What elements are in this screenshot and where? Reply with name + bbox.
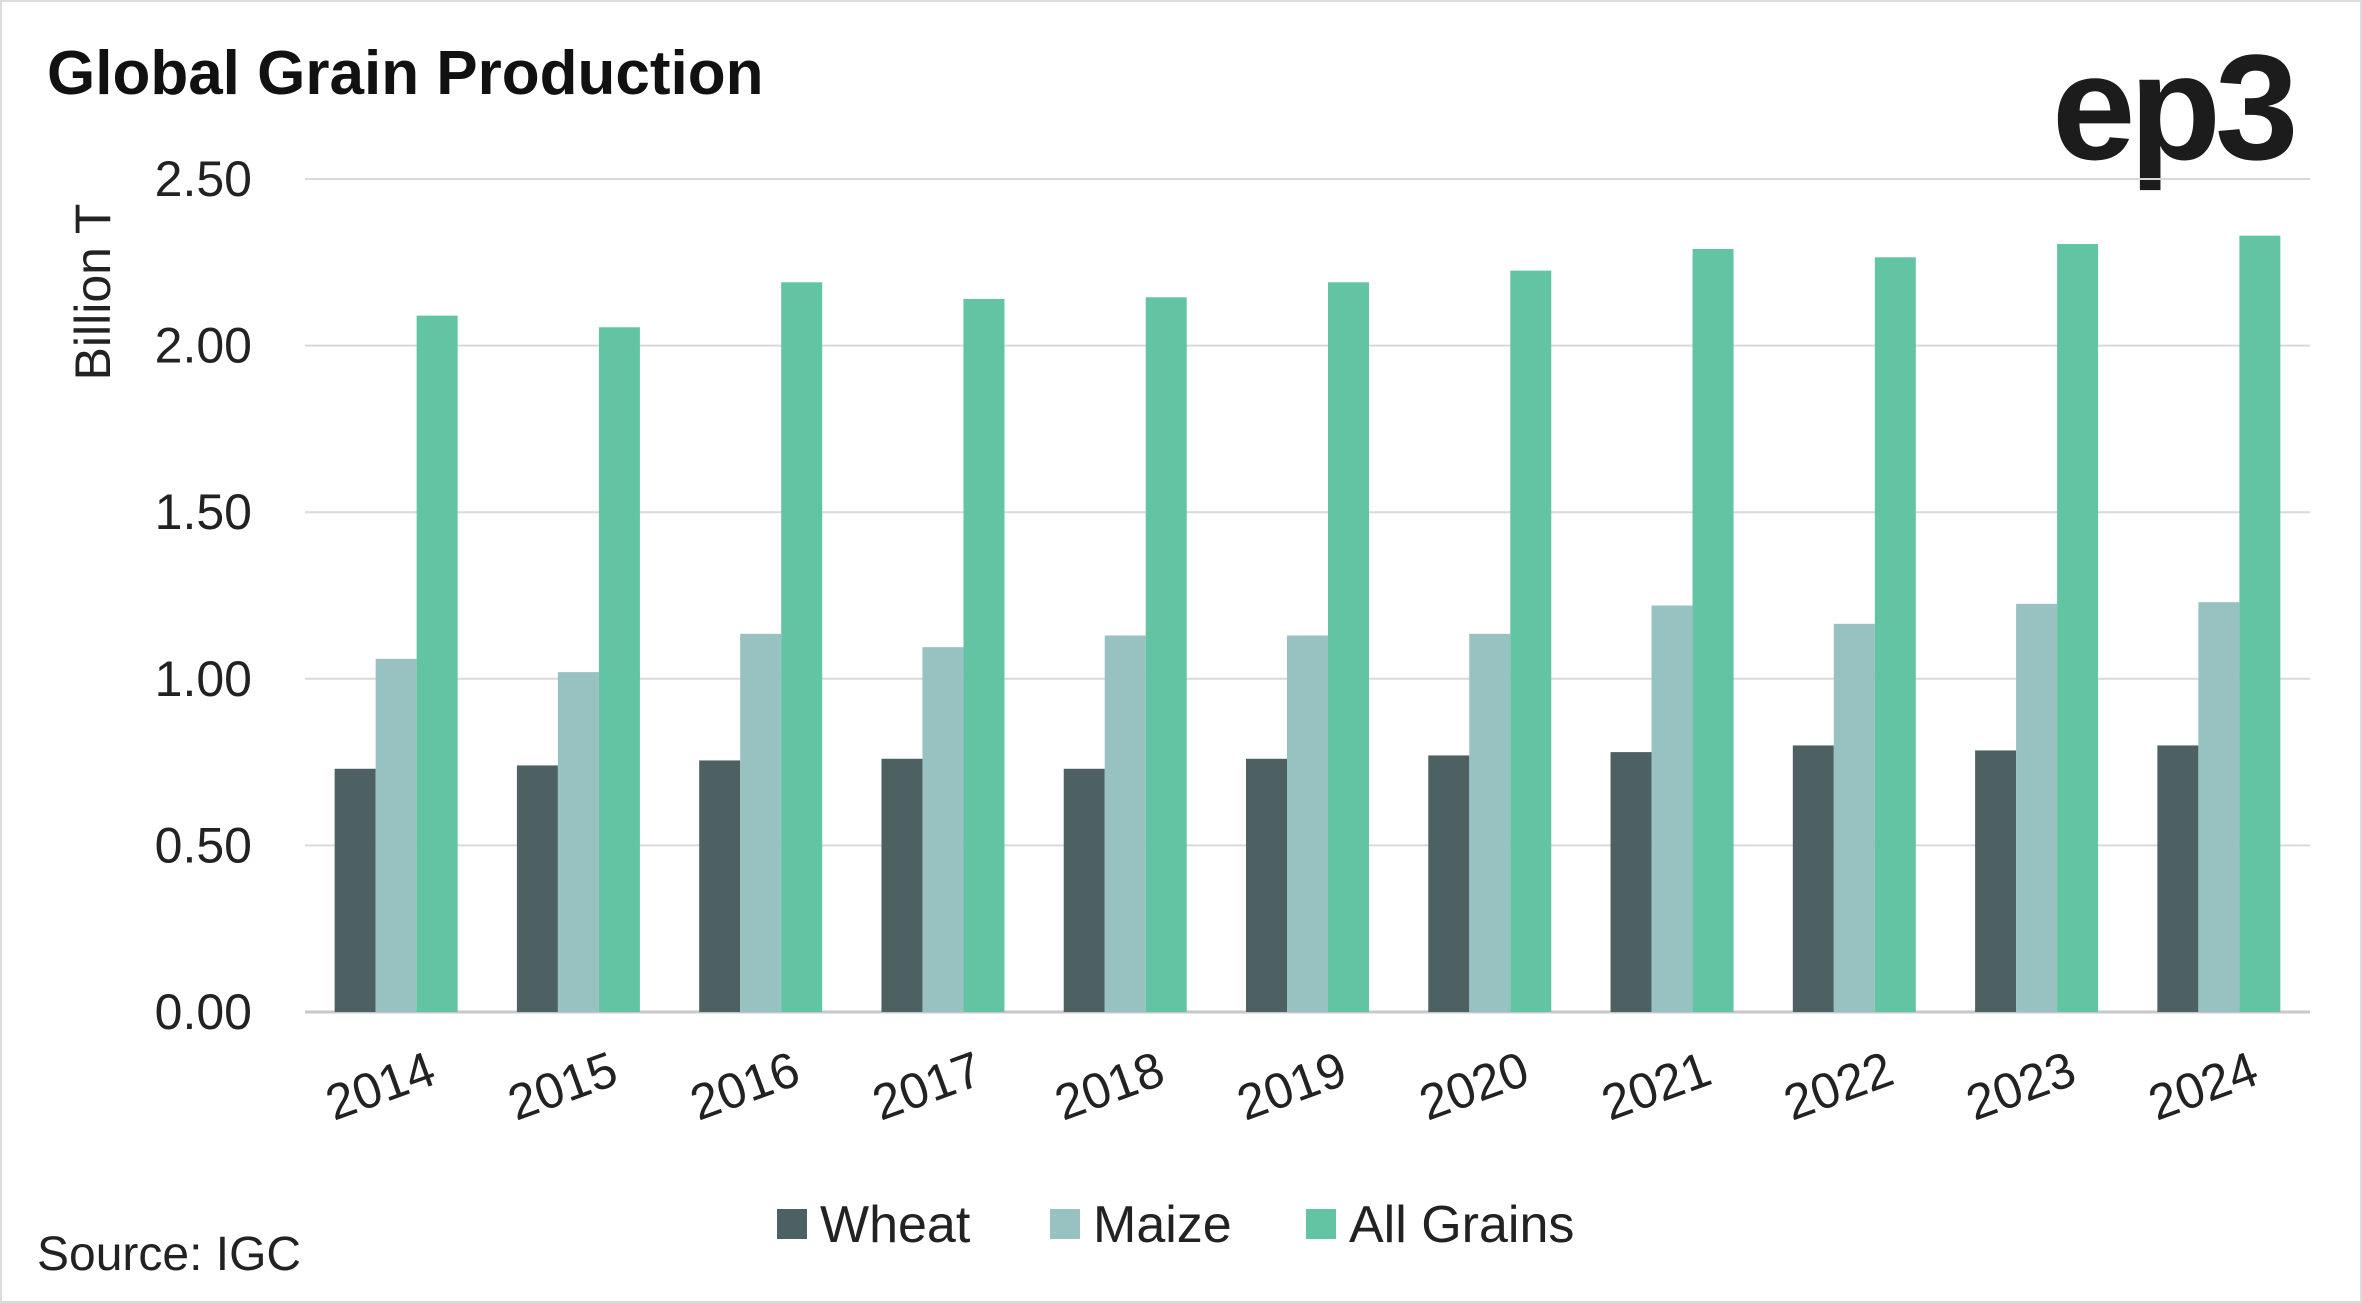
legend-label-maize: Maize	[1093, 1196, 1232, 1254]
bar-wheat-2016	[699, 760, 741, 1012]
brand-logo: ep3	[2052, 23, 2298, 191]
x-tick-label: 2014	[318, 1041, 442, 1132]
bar-maize-2014	[375, 658, 417, 1012]
x-tick-label: 2018	[1048, 1041, 1172, 1132]
bar-wheat-2018	[1063, 768, 1105, 1012]
bar-wheat-2019	[1246, 758, 1287, 1012]
y-tick-label: 2.00	[155, 318, 252, 374]
y-axis-label: Billion T	[65, 204, 121, 381]
bar-maize-2015	[557, 672, 599, 1012]
bar-wheat-2024	[2157, 745, 2199, 1012]
x-tick-label: 2016	[683, 1041, 807, 1132]
bar-maize-2019	[1287, 635, 1328, 1012]
x-tick-label: 2021	[1594, 1041, 1718, 1132]
x-axis-ticks: 2014 2015 2016 2017 2018 2019 2020 2021 2022 2023…	[318, 1041, 2264, 1132]
bar-all-grains-2018	[1145, 297, 1187, 1012]
bar-wheat-2015	[516, 765, 558, 1012]
bar-maize-2023	[2016, 603, 2058, 1012]
y-axis-ticks: 0.00 0.50 1.00 1.50 2.00 2.50	[155, 151, 252, 1040]
x-tick-label: 2017	[865, 1041, 989, 1132]
bar-all-grains-2021	[1692, 248, 1734, 1013]
y-tick-label: 1.50	[155, 484, 252, 540]
chart-title: Global Grain Production	[47, 39, 764, 108]
bar-wheat-2017	[881, 758, 923, 1012]
x-tick-label: 2023	[1959, 1041, 2083, 1132]
bar-maize-2017	[922, 647, 964, 1012]
bar-all-grains-2015	[598, 327, 640, 1012]
bar-all-grains-2014	[416, 315, 458, 1012]
bar-all-grains-2024	[2239, 235, 2281, 1013]
bar-all-grains-2016	[781, 282, 823, 1012]
bar-wheat-2020	[1428, 755, 1470, 1012]
bar-wheat-2022	[1792, 745, 1834, 1012]
bar-all-grains-2020	[1510, 270, 1552, 1012]
bar-all-grains-2017	[963, 298, 1005, 1012]
y-tick-label: 0.50	[155, 817, 252, 873]
bar-wheat-2014	[334, 768, 376, 1012]
bars	[334, 235, 2281, 1013]
bar-all-grains-2023	[2057, 243, 2099, 1012]
bar-maize-2021	[1651, 605, 1693, 1012]
legend-label-wheat: Wheat	[820, 1196, 971, 1254]
y-tick-label: 1.00	[155, 651, 252, 707]
legend: Wheat Maize All Grains	[777, 1196, 1574, 1254]
x-tick-label: 2015	[501, 1041, 625, 1132]
bar-wheat-2023	[1975, 750, 2017, 1012]
legend-label-all-grains: All Grains	[1349, 1196, 1574, 1254]
bar-maize-2018	[1104, 635, 1146, 1012]
bar-all-grains-2022	[1874, 257, 1916, 1012]
bar-maize-2020	[1469, 633, 1511, 1012]
legend-swatch-maize	[1050, 1209, 1080, 1239]
bar-maize-2024	[2198, 602, 2240, 1012]
legend-swatch-all-grains	[1306, 1209, 1336, 1239]
legend-swatch-wheat	[777, 1209, 807, 1239]
bar-wheat-2021	[1610, 752, 1652, 1012]
x-tick-label: 2019	[1230, 1041, 1354, 1132]
source-note: Source: IGC	[37, 1228, 302, 1281]
y-tick-label: 2.50	[155, 151, 252, 207]
x-tick-label: 2022	[1777, 1041, 1901, 1132]
x-tick-label: 2024	[2141, 1041, 2265, 1132]
y-tick-label: 0.00	[155, 984, 252, 1040]
bar-all-grains-2019	[1328, 282, 1369, 1012]
bar-maize-2022	[1833, 623, 1875, 1012]
bar-maize-2016	[740, 633, 782, 1012]
x-tick-label: 2020	[1412, 1041, 1536, 1132]
